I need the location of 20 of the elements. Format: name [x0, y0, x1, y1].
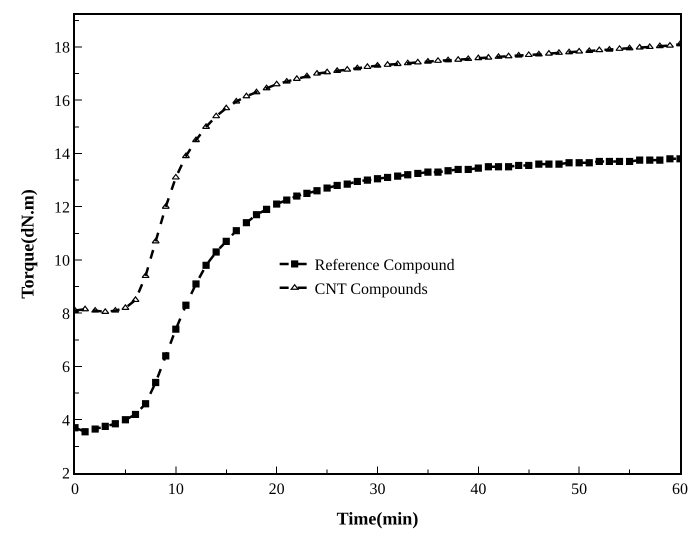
x-tick-label: 60: [672, 480, 688, 498]
y-tick-label: 14: [54, 146, 70, 164]
y-tick-label: 12: [54, 199, 70, 216]
y-tick-label: 16: [54, 92, 70, 110]
x-tick-label: 30: [370, 480, 386, 498]
y-tick-label: 10: [54, 252, 70, 270]
legend-label: Reference Compound: [314, 257, 455, 274]
legend-label: CNT Compounds: [314, 281, 428, 298]
y-tick-label: 8: [62, 306, 70, 323]
y-tick-label: 4: [62, 412, 70, 430]
x-tick-label: 10: [168, 480, 184, 498]
y-axis-title: Torque(dN.m): [18, 189, 38, 299]
y-tick-label: 6: [62, 359, 70, 376]
x-tick-label: 0: [71, 480, 79, 498]
x-tick-label: 40: [470, 480, 486, 498]
y-tick-label: 18: [54, 40, 70, 57]
x-tick-label: 50: [571, 480, 588, 498]
x-axis-title: Time(min): [336, 508, 418, 529]
x-tick-label: 20: [268, 480, 285, 498]
y-tick-label: 2: [62, 466, 70, 483]
